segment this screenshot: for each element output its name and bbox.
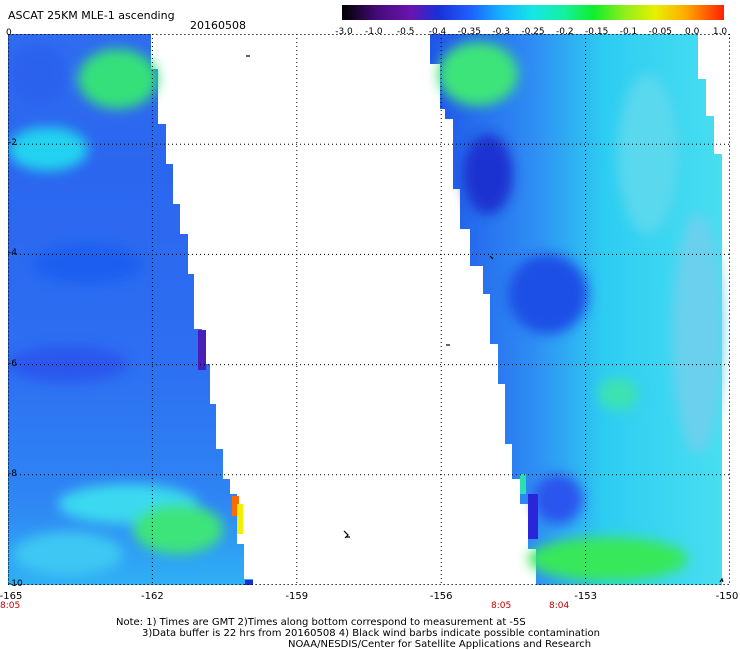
lat-label: -8	[8, 468, 17, 479]
colorbar-label: -0.2	[556, 27, 574, 37]
lon-label: -150	[715, 591, 739, 602]
colorbar-label: -0.25	[521, 27, 545, 37]
map-date: 20160508	[190, 19, 246, 32]
map-gridlines	[8, 34, 730, 585]
colorbar-label: 1.0	[712, 27, 728, 37]
lon-label: -153	[574, 591, 597, 602]
colorbar-label: -0.15	[585, 27, 609, 37]
lon-label: -159	[285, 591, 309, 602]
scatterometer-map	[8, 34, 730, 585]
lon-label: -162	[141, 591, 164, 602]
lon-label: -165	[0, 591, 23, 602]
colorbar	[342, 5, 724, 20]
colorbar-label: -0.4	[428, 27, 447, 37]
time-label-right: 8:04	[549, 601, 570, 611]
lat-label: -10	[8, 579, 23, 589]
colorbar-label: -0.5	[396, 27, 415, 37]
time-label-mid: 8:05	[491, 601, 512, 611]
right-swath	[430, 34, 723, 585]
colorbar-label: -0.3	[492, 27, 510, 37]
time-label-left: 8:05	[0, 601, 21, 611]
colorbar-label: -0.1	[619, 27, 638, 37]
colorbar-label: -3.0	[335, 27, 353, 37]
note-line-3: NOAA/NESDIS/Center for Satellite Applica…	[288, 639, 592, 650]
left-swath	[8, 34, 253, 585]
colorbar-label: -0.05	[648, 27, 672, 37]
lat-label: -4	[8, 248, 17, 259]
note-line-2: 3)Data buffer is 22 hrs from 20160508 4)…	[142, 628, 600, 639]
note-line-1: Note: 1) Times are GMT 2)Times along bot…	[116, 617, 526, 628]
lat-label: -2	[8, 138, 17, 149]
map-title: ASCAT 25KM MLE-1 ascending	[8, 9, 175, 22]
lon-label: -156	[429, 591, 453, 602]
colorbar-label: 0.0	[684, 27, 700, 37]
lat-label: -6	[8, 358, 17, 369]
wind-barb-marks	[246, 55, 724, 583]
lat-label: 0	[6, 28, 12, 38]
colorbar-label: -0.35	[457, 27, 481, 37]
colorbar-label: -1.0	[365, 27, 383, 37]
